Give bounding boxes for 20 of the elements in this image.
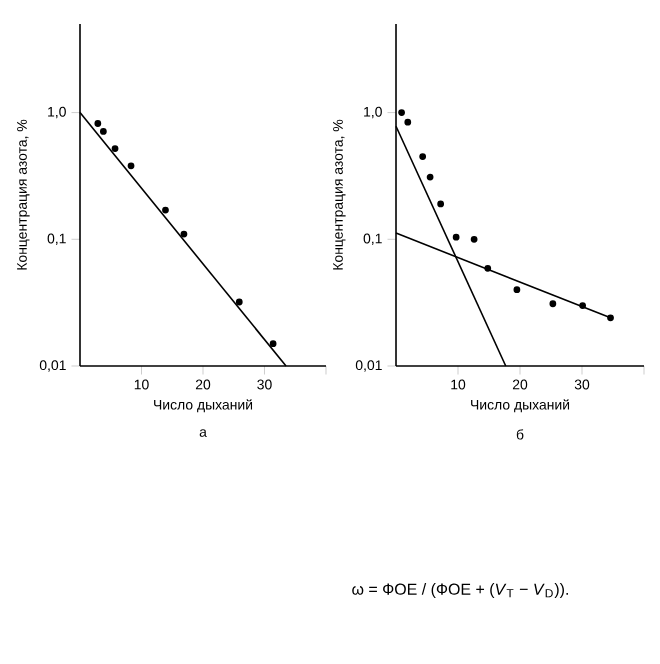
point bbox=[180, 230, 188, 238]
point bbox=[404, 118, 412, 126]
point bbox=[235, 298, 243, 306]
point bbox=[162, 206, 169, 214]
point bbox=[607, 314, 614, 322]
point bbox=[549, 300, 557, 308]
point bbox=[426, 173, 434, 181]
point bbox=[398, 109, 405, 116]
point bbox=[94, 120, 102, 127]
point bbox=[484, 264, 492, 272]
point bbox=[127, 162, 135, 170]
point bbox=[579, 302, 587, 309]
point bbox=[111, 145, 119, 152]
point bbox=[437, 200, 445, 208]
point bbox=[470, 235, 478, 243]
point bbox=[513, 286, 521, 294]
point bbox=[269, 340, 277, 348]
point bbox=[99, 128, 107, 135]
point bbox=[419, 153, 427, 160]
point bbox=[452, 233, 460, 241]
